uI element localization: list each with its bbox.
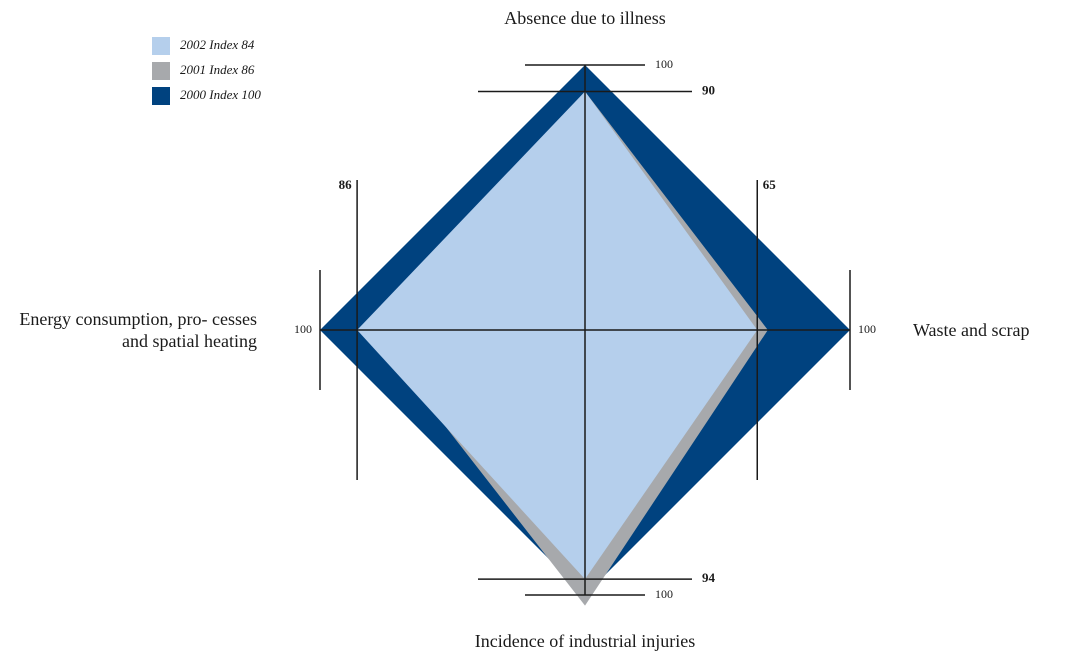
legend-label: 2000 Index 100 xyxy=(180,87,261,102)
tick-label: 65 xyxy=(763,177,777,192)
tick-label: 100 xyxy=(294,322,312,336)
legend-label: 2001 Index 86 xyxy=(180,62,255,77)
legend-swatch xyxy=(152,37,170,55)
tick-label: 94 xyxy=(702,570,716,585)
category-label: Waste and scrap xyxy=(913,320,1030,340)
category-label: Absence due to illness xyxy=(504,8,665,28)
tick-label: 100 xyxy=(655,57,673,71)
legend-swatch xyxy=(152,87,170,105)
legend-swatch xyxy=(152,62,170,80)
category-label: Energy consumption, pro- cesses and spat… xyxy=(19,309,257,351)
category-label: Incidence of industrial injuries xyxy=(475,631,695,651)
radar-area xyxy=(357,91,758,580)
tick-label: 86 xyxy=(339,177,353,192)
tick-label: 100 xyxy=(858,322,876,336)
legend-label: 2002 Index 84 xyxy=(180,37,255,52)
tick-label: 90 xyxy=(702,82,715,97)
tick-label: 100 xyxy=(655,587,673,601)
